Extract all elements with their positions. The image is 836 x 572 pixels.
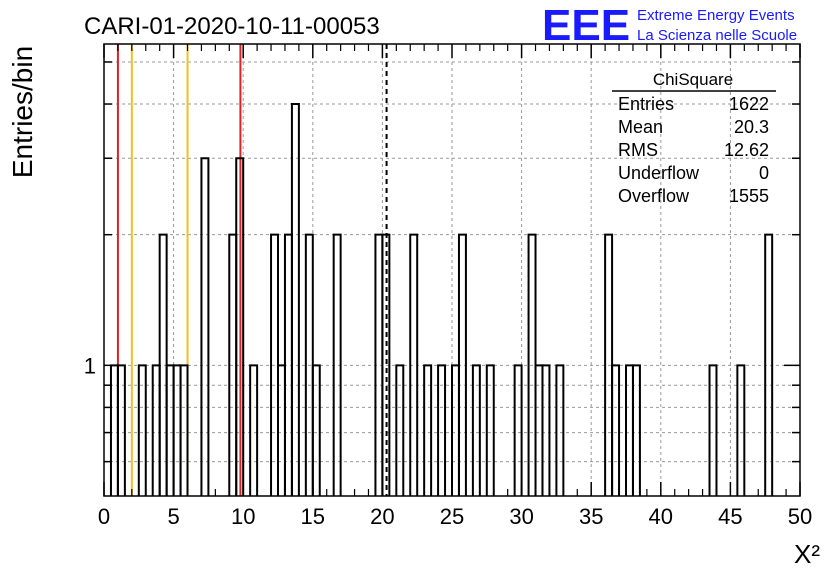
reference-lines: [116, 44, 388, 496]
histogram-bar: [395, 364, 405, 496]
x-tick-label: 40: [649, 504, 673, 529]
histogram-bar: [381, 233, 391, 496]
histogram-bar: [736, 364, 746, 496]
histogram-bar: [200, 157, 210, 496]
stats-row-label: Mean: [618, 117, 663, 137]
x-tick-label: 35: [579, 504, 603, 529]
x-tick-label: 10: [231, 504, 255, 529]
stats-row-value: 1622: [729, 94, 769, 114]
eee-logo: EEE Extreme Energy Events La Scienza nel…: [542, 1, 797, 50]
histogram-bar: [235, 157, 245, 496]
histogram-bar: [513, 364, 523, 496]
histogram-bar: [437, 364, 447, 496]
logo-mark: EEE: [542, 1, 630, 50]
logo-line1: Extreme Energy Events: [637, 7, 795, 24]
x-tick-label: 0: [98, 504, 110, 529]
y-axis-ticks: 1: [84, 61, 800, 463]
histogram-bar: [311, 364, 321, 496]
histogram-bar: [541, 364, 551, 496]
x-axis-ticks: 0 5 10 15 20 25 30 35 40 45 50: [98, 44, 812, 529]
stats-row-value: 20.3: [734, 117, 769, 137]
x-tick-label: 45: [718, 504, 742, 529]
x-tick-label: 20: [370, 504, 394, 529]
y-axis-label: Entries/bin: [7, 46, 38, 178]
histogram-bar: [179, 364, 189, 496]
histogram-bar: [332, 233, 342, 496]
stats-row-label: RMS: [618, 140, 658, 160]
stats-row-value: 1555: [729, 186, 769, 206]
chart-title: CARI-01-2020-10-11-00053: [84, 13, 380, 40]
histogram-bar: [485, 364, 495, 496]
x-tick-label: 25: [440, 504, 464, 529]
x-tick-label: 30: [509, 504, 533, 529]
stats-box: ChiSquare Entries 1622 Mean 20.3 RMS 12.62 Und…: [612, 70, 776, 206]
logo-line2: La Scienza nelle Scuole: [637, 27, 797, 44]
stats-row-label: Entries: [618, 94, 674, 114]
histogram-bar: [290, 103, 300, 496]
x-tick-label: 50: [788, 504, 812, 529]
histogram-bar: [137, 364, 147, 496]
histogram-bar: [457, 233, 467, 496]
histogram-bar: [708, 364, 718, 496]
histogram-bar: [471, 364, 481, 496]
histogram-bar: [116, 364, 126, 496]
y-tick-label: 1: [84, 353, 96, 378]
stats-row-value: 0: [759, 163, 769, 183]
stats-rows: Entries 1622 Mean 20.3 RMS 12.62 Underflow 0 Ove…: [618, 94, 769, 206]
histogram-bar: [423, 364, 433, 496]
x-axis-label: X²: [794, 539, 820, 569]
histogram-bar: [631, 364, 641, 496]
histogram-bar: [764, 233, 774, 496]
stats-title: ChiSquare: [653, 70, 733, 89]
x-tick-label: 5: [167, 504, 179, 529]
histogram-bar: [611, 364, 621, 496]
x-tick-label: 15: [301, 504, 325, 529]
stats-row-label: Underflow: [618, 163, 700, 183]
stats-row-value: 12.62: [724, 140, 769, 160]
histogram-bar: [249, 364, 259, 496]
histogram-bar: [409, 233, 419, 496]
histogram-bar: [555, 364, 565, 496]
stats-row-label: Overflow: [618, 186, 690, 206]
